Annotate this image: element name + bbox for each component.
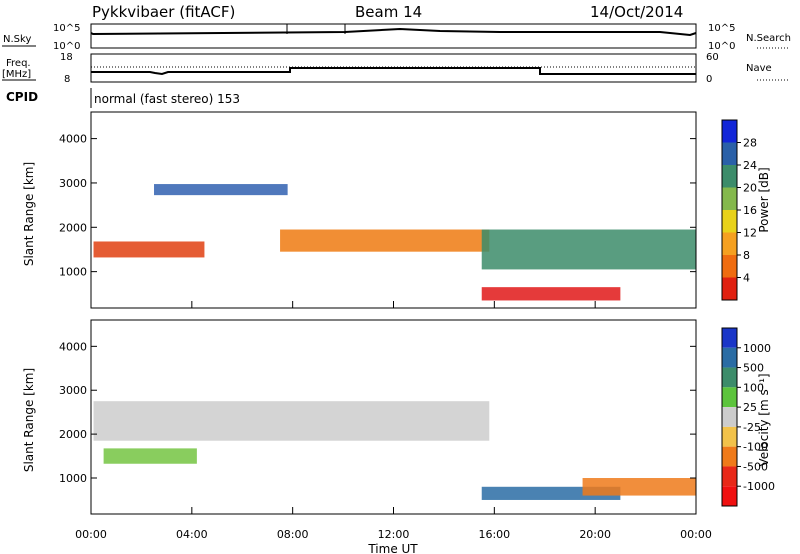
power-ytick-label-3: 4000	[59, 133, 87, 146]
velocity-colorbar-swatch-6	[722, 446, 737, 467]
velocity-colorbar-tick-4: -25	[743, 421, 761, 434]
power-colorbar-tick-4: 12	[743, 227, 757, 240]
nsky-tick-left-bottom: 10^0	[53, 41, 80, 52]
velocity-ytick-label-3: 4000	[59, 340, 87, 353]
time-axis-label: Time UT	[367, 542, 418, 554]
velocity-colorbar-swatch-1	[722, 347, 737, 368]
power-ytick-label-1: 2000	[59, 221, 87, 234]
time-tick-label-4: 16:00	[478, 528, 510, 541]
freq-panel: Freq. [MHz] 18 8 60 0 Nave	[2, 52, 790, 85]
power-ylabel: Slant Range [km]	[22, 162, 36, 266]
power-colorbar-swatch-5	[722, 232, 737, 255]
power-colorbar-swatch-0	[722, 120, 737, 143]
freq-series-line	[91, 67, 696, 76]
power-colorbar-swatch-7	[722, 277, 737, 300]
power-feature-4	[481, 229, 696, 270]
beam-title: Beam 14	[355, 3, 422, 21]
velocity-colorbar-tick-7: -1000	[743, 480, 775, 493]
nave-tick-top: 60	[706, 52, 719, 63]
velocity-colorbar-tick-5: -100	[743, 441, 768, 454]
velocity-colorbar-tick-2: 100	[743, 381, 764, 394]
power-colorbar-swatch-3	[722, 187, 737, 210]
nsky-tick-right-bottom: 10^0	[708, 41, 735, 52]
velocity-ytick-label-1: 2000	[59, 428, 87, 441]
power-heatmap	[93, 184, 696, 301]
nave-label: Nave	[746, 63, 772, 74]
time-tick-label-0: 00:00	[75, 528, 107, 541]
velocity-panel: 1000 2000 3000 4000 Slant Range [km] 1000 50…	[22, 301, 775, 554]
velocity-colorbar-tick-3: 25	[743, 401, 757, 414]
power-colorbar: 28 24 20 16 12 8 4	[721, 119, 757, 301]
nsky-series-line	[90, 27, 697, 37]
nsky-frame	[90, 23, 697, 49]
power-colorbar-swatch-1	[722, 142, 737, 165]
freq-unit-label: [MHz]	[2, 69, 31, 80]
date-title: 14/Oct/2014	[590, 3, 683, 21]
velocity-colorbar-frame	[721, 327, 738, 507]
time-tick-label-3: 12:00	[378, 528, 410, 541]
velocity-colorbar-swatch-8	[722, 486, 737, 506]
power-colorbar-swatch-2	[722, 165, 737, 188]
velocity-colorbar-tick-6: -500	[743, 460, 768, 473]
velocity-colorbar-swatch-4	[722, 407, 737, 427]
power-feature-1	[154, 184, 288, 196]
power-feature-3	[481, 287, 621, 301]
power-colorbar-tick-2: 20	[743, 182, 757, 195]
velocity-colorbar-swatch-3	[722, 387, 737, 408]
velocity-ytick-label-2: 3000	[59, 384, 87, 397]
power-colorbar-swatch-4	[722, 210, 737, 233]
freq-tick-bottom: 8	[64, 74, 70, 85]
time-tick-label-2: 08:00	[277, 528, 309, 541]
time-tick-label-6: 00:00	[680, 528, 712, 541]
nsky-tick-right-top: 10^5	[708, 23, 735, 34]
velocity-feature-3	[582, 478, 696, 496]
power-panel: 1000 2000 3000 4000 Slant Range [km] 28 24 20…	[22, 111, 771, 309]
power-feature-0	[93, 241, 205, 258]
freq-frame	[90, 53, 697, 83]
velocity-ylabel: Slant Range [km]	[22, 368, 36, 472]
freq-tick-top: 18	[60, 52, 73, 63]
nsky-tick-left-top: 10^5	[53, 23, 80, 34]
power-colorbar-tick-3: 16	[743, 204, 757, 217]
power-ytick-label-2: 3000	[59, 177, 87, 190]
power-colorbar-tick-6: 4	[743, 272, 750, 285]
power-yaxis: 1000 2000 3000 4000	[59, 133, 696, 279]
nave-tick-bottom: 0	[706, 74, 712, 85]
time-tick-label-1: 04:00	[176, 528, 208, 541]
power-feature-2	[280, 229, 490, 252]
velocity-feature-1	[103, 448, 197, 464]
power-frame	[90, 111, 697, 309]
velocity-heatmap	[93, 401, 696, 500]
power-colorbar-tick-1: 24	[743, 159, 757, 172]
cpid-label: CPID	[6, 90, 38, 104]
time-axis: 00:00 04:00 08:00 12:00 16:00 20:00 00:00	[75, 301, 712, 541]
nsky-label: N.Sky	[3, 34, 31, 45]
power-colorbar-tick-0: 28	[743, 137, 757, 150]
velocity-colorbar: 1000 500 100 25 -25 -100 -500 -1000	[721, 327, 775, 507]
freq-label: Freq.	[6, 58, 31, 69]
velocity-colorbar-swatch-5	[722, 426, 737, 447]
time-tick-label-5: 20:00	[579, 528, 611, 541]
power-colorbar-swatch-6	[722, 255, 737, 278]
power-colorbar-tick-5: 8	[743, 249, 750, 262]
station-title: Pykkvibaer (fitACF)	[92, 3, 235, 21]
velocity-yaxis: 1000 2000 3000 4000	[59, 340, 696, 485]
velocity-colorbar-tick-1: 500	[743, 362, 764, 375]
cpid-text: normal (fast stereo) 153	[94, 92, 240, 106]
velocity-colorbar-swatch-0	[722, 328, 737, 348]
velocity-colorbar-label: Velocity [m s⁻¹]	[757, 373, 771, 466]
velocity-colorbar-swatch-2	[722, 367, 737, 388]
velocity-feature-0	[93, 401, 490, 441]
power-colorbar-label: Power [dB]	[757, 167, 771, 232]
nsky-panel: N.Sky 10^5 10^0 10^5 10^0 N.Search	[2, 23, 791, 52]
nsearch-label: N.Search	[746, 33, 791, 44]
velocity-colorbar-swatch-7	[722, 466, 737, 487]
velocity-colorbar-tick-0: 1000	[743, 342, 771, 355]
velocity-ytick-label-0: 1000	[59, 472, 87, 485]
power-ytick-label-0: 1000	[59, 266, 87, 279]
